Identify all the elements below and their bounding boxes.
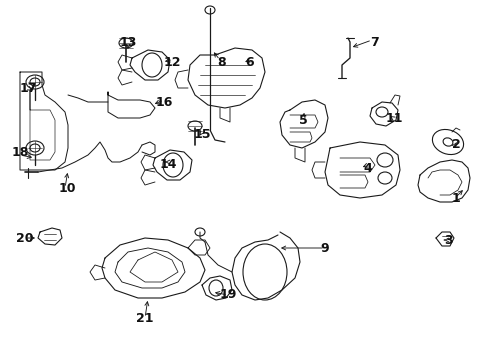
Text: 14: 14: [159, 158, 177, 171]
Text: 19: 19: [220, 288, 237, 302]
Text: 17: 17: [19, 81, 37, 94]
Text: 3: 3: [443, 234, 452, 247]
Text: 1: 1: [452, 192, 461, 204]
Text: 13: 13: [119, 36, 137, 49]
Text: 7: 7: [369, 36, 378, 49]
Text: 16: 16: [155, 95, 172, 108]
Text: 18: 18: [11, 145, 29, 158]
Text: 8: 8: [218, 55, 226, 68]
Text: 11: 11: [385, 112, 403, 125]
Text: 21: 21: [136, 311, 154, 324]
Text: 12: 12: [163, 55, 181, 68]
Text: 20: 20: [16, 231, 34, 244]
Text: 10: 10: [58, 181, 76, 194]
Text: 2: 2: [452, 139, 461, 152]
Text: 9: 9: [320, 242, 329, 255]
Text: 6: 6: [245, 55, 254, 68]
Text: 15: 15: [193, 129, 211, 141]
Text: 5: 5: [298, 113, 307, 126]
Text: 4: 4: [364, 162, 372, 175]
